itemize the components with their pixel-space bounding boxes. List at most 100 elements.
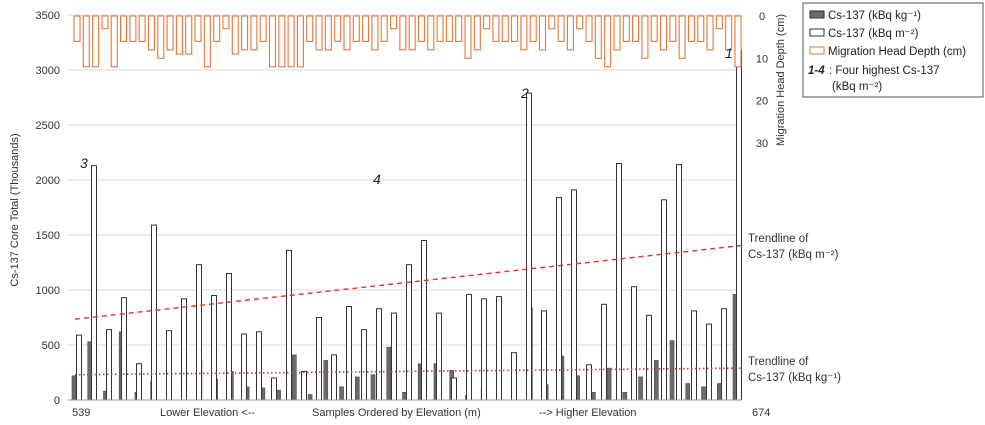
bar-migration-depth xyxy=(334,15,342,42)
bar-cs137-m2 xyxy=(391,312,397,401)
legend-item-gray: Cs-137 (kBq kg⁻¹) xyxy=(828,10,921,22)
bar-migration-depth xyxy=(101,15,109,30)
bar-cs137-m2 xyxy=(196,264,202,401)
bar-cs137-m2 xyxy=(436,312,442,401)
bar-migration-depth xyxy=(501,15,509,42)
bar-migration-depth xyxy=(287,15,295,68)
bar-migration-depth xyxy=(380,15,388,42)
bar-cs137-m2 xyxy=(646,314,652,401)
bar-cs137-kg xyxy=(323,360,329,401)
bar-cs137-kg xyxy=(638,376,643,401)
bar-cs137-m2 xyxy=(286,249,292,401)
bar-cs137-m2 xyxy=(361,329,367,401)
bar-migration-depth xyxy=(92,15,100,68)
bar-migration-depth xyxy=(110,15,118,68)
bar-cs137-m2 xyxy=(511,352,517,401)
bar-cs137-m2 xyxy=(661,199,667,401)
bar-migration-depth xyxy=(669,15,677,42)
bar-migration-depth xyxy=(268,15,277,68)
x-left-note: Lower Elevation <-- xyxy=(160,407,255,419)
bar-migration-depth xyxy=(389,15,398,30)
bar-cs137-kg xyxy=(307,394,313,401)
bar-cs137-m2 xyxy=(211,295,217,401)
bar-cs137-m2 xyxy=(421,240,427,401)
bar-migration-depth xyxy=(278,15,286,68)
bar-migration-depth xyxy=(157,15,165,59)
right-tick-label: 20 xyxy=(756,96,768,108)
gridlines xyxy=(68,14,742,346)
bar-cs137-m2 xyxy=(601,303,607,401)
bar-migration-depth xyxy=(222,15,230,30)
bar-cs137-m2 xyxy=(706,323,712,401)
right-axis-title: Migration Head Depth (cm) xyxy=(775,14,787,146)
bar-cs137-m2 xyxy=(541,310,547,401)
bar-migration-depth xyxy=(529,15,537,42)
bar-cs137-m2 xyxy=(316,317,322,401)
bar-migration-depth xyxy=(362,15,370,42)
bar-migration-depth xyxy=(129,15,137,42)
bar-migration-depth xyxy=(166,15,174,51)
bar-cs137-m2 xyxy=(481,298,487,401)
bar-migration-depth xyxy=(343,15,351,51)
bar-cs137-m2 xyxy=(271,377,277,401)
series-white-bars xyxy=(76,49,742,401)
bar-cs137-m2 xyxy=(631,286,637,401)
bar-migration-depth xyxy=(697,15,705,42)
x-axis-title: Samples Ordered by Elevation (m) xyxy=(312,407,481,419)
bar-cs137-m2 xyxy=(736,49,742,401)
bar-cs137-m2 xyxy=(181,298,187,401)
bar-migration-depth xyxy=(185,15,193,55)
legend-swatch-white xyxy=(809,28,825,37)
bar-migration-depth xyxy=(464,15,472,59)
legend-item-orange: Migration Head Depth (cm) xyxy=(828,46,966,58)
bar-cs137-kg xyxy=(354,376,360,401)
bar-cs137-kg xyxy=(386,346,392,401)
bar-cs137-kg xyxy=(685,383,691,401)
bar-migration-depth xyxy=(445,15,453,42)
bar-migration-depth xyxy=(538,15,547,51)
bar-migration-depth xyxy=(687,15,696,42)
left-tick-label: 2500 xyxy=(36,120,60,132)
bar-migration-depth xyxy=(594,15,602,59)
bar-cs137-m2 xyxy=(496,296,502,401)
bar-migration-depth xyxy=(548,15,556,30)
bar-migration-depth xyxy=(324,15,332,51)
legend-swatch-gray xyxy=(809,10,825,19)
bar-cs137-m2 xyxy=(721,308,727,401)
bar-migration-depth xyxy=(194,15,202,42)
bar-cs137-kg xyxy=(71,375,77,401)
left-tick-label: 3000 xyxy=(36,65,60,77)
bar-cs137-m2 xyxy=(376,308,382,401)
bar-cs137-kg xyxy=(669,340,675,401)
legend-box xyxy=(802,2,984,98)
bar-migration-depth xyxy=(82,15,90,68)
bar-migration-depth xyxy=(315,15,323,51)
bar-cs137-kg xyxy=(370,374,376,401)
bar-migration-depth xyxy=(706,15,714,51)
bar-cs137-m2 xyxy=(466,293,472,401)
bar-migration-depth xyxy=(622,15,630,42)
bar-cs137-kg xyxy=(716,383,722,401)
bar-cs137-kg xyxy=(701,386,706,401)
bar-cs137-kg xyxy=(292,354,297,401)
bar-cs137-m2 xyxy=(616,163,622,401)
legend-swatch-orange xyxy=(809,46,825,55)
trendlines xyxy=(74,244,743,376)
bar-cs137-m2 xyxy=(451,377,457,401)
bar-migration-depth xyxy=(604,15,612,68)
legend-item-white: Cs-137 (kBq m⁻²) xyxy=(828,28,919,40)
legend-note-text: : Four highest Cs-137 xyxy=(829,65,940,77)
bar-migration-depth xyxy=(678,15,686,59)
bar-migration-depth xyxy=(492,15,500,42)
trendline-kg-label-line1: Trendline of xyxy=(748,356,809,368)
bar-cs137-m2 xyxy=(166,330,172,401)
bar-migration-depth xyxy=(408,15,416,51)
bar-migration-depth xyxy=(138,15,146,42)
bar-cs137-m2 xyxy=(241,333,247,401)
bar-migration-depth xyxy=(557,15,565,42)
bar-migration-depth xyxy=(73,15,81,42)
bar-migration-depth xyxy=(511,15,519,42)
annotation-4: 4 xyxy=(373,171,381,187)
bar-cs137-m2 xyxy=(346,306,352,401)
right-tick-label: 0 xyxy=(759,11,765,23)
